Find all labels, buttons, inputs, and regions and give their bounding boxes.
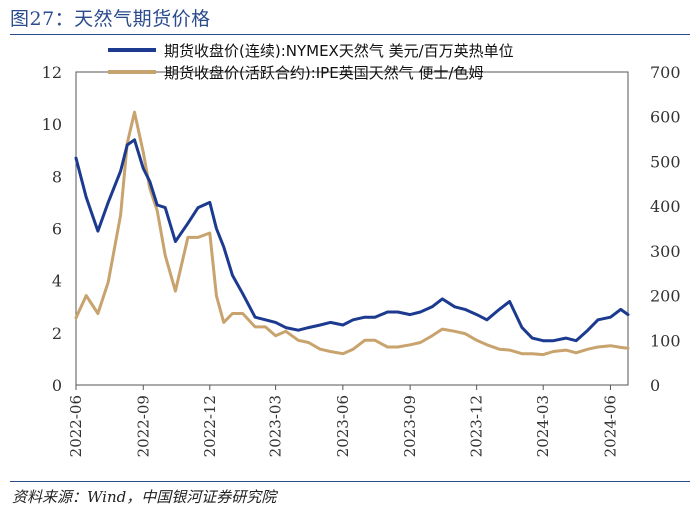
title-divider xyxy=(10,34,690,35)
line-chart: 0 2 4 6 8 10 12 0 100 200 300 400 500 600 700 2022-06… xyxy=(42,42,681,457)
x-axis-tick-label: 2024-03 xyxy=(534,395,552,457)
ipe-gas-series-line xyxy=(74,110,630,357)
plot-frame xyxy=(75,71,629,386)
left-axis-tick-label: 8 xyxy=(52,167,62,186)
x-axis-tick-label: 2023-03 xyxy=(267,395,285,457)
x-axis-tick-label: 2024-06 xyxy=(601,395,619,457)
right-axis-tick-label: 100 xyxy=(650,331,681,350)
x-axis-tick-label: 2022-12 xyxy=(201,395,219,457)
legend-label: 期货收盘价(连续):NYMEX天然气 美元/百万英热单位 xyxy=(164,42,514,60)
right-axis-tick-label: 200 xyxy=(650,287,681,306)
left-axis-tick-label: 4 xyxy=(52,272,62,291)
left-axis-tick-label: 12 xyxy=(42,63,62,82)
left-axis-tick-label: 6 xyxy=(52,220,62,239)
x-axis-tick-label: 2022-09 xyxy=(134,395,152,457)
x-axis-tick-label: 2022-06 xyxy=(67,395,85,457)
x-axis-tick-label: 2023-09 xyxy=(401,395,419,457)
right-axis-tick-label: 600 xyxy=(650,108,681,127)
left-axis-tick-label: 10 xyxy=(42,115,62,134)
right-axis-tick-label: 0 xyxy=(650,376,660,395)
left-axis-tick-label: 0 xyxy=(52,376,62,395)
right-axis-tick-label: 700 xyxy=(650,63,681,82)
source-note: 资料来源：Wind，中国银河证券研究院 xyxy=(12,488,277,506)
footer-divider xyxy=(10,481,690,482)
right-axis-tick-label: 400 xyxy=(650,197,681,216)
left-axis-tick-label: 2 xyxy=(52,324,62,343)
x-axis-tick-label: 2023-12 xyxy=(468,395,486,457)
x-axis-tick-label: 2023-06 xyxy=(334,395,352,457)
chart-title: 图27：天然气期货价格 xyxy=(10,8,211,30)
legend-label: 期货收盘价(活跃合约):IPE英国天然气 便士/色姆 xyxy=(164,64,484,82)
right-axis-tick-label: 300 xyxy=(650,242,681,261)
right-axis-tick-label: 500 xyxy=(650,152,681,171)
nymex-gas-series-line xyxy=(74,138,630,343)
